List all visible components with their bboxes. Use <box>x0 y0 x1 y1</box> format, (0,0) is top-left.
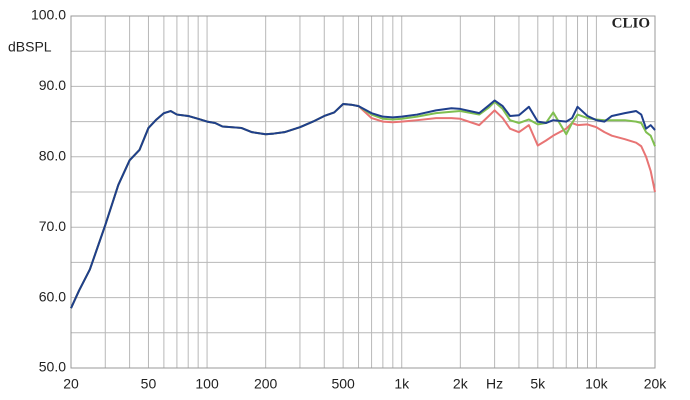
y-tick-label: 60.0 <box>39 288 66 304</box>
x-tick-label: 10k <box>585 376 609 392</box>
x-tick-label: 500 <box>331 376 355 392</box>
annotation: CLIO <box>612 15 650 31</box>
y-tick-label: 50.0 <box>39 359 66 375</box>
x-tick-label: 20 <box>63 376 79 392</box>
y-axis-label: dBSPL <box>8 39 52 55</box>
series-line <box>70 99 656 309</box>
x-tick-label: 5k <box>530 376 546 392</box>
y-tick-label: 70.0 <box>39 218 66 234</box>
y-tick-label: 90.0 <box>39 77 66 93</box>
y-tick-label: 80.0 <box>39 148 66 164</box>
x-tick-label: 200 <box>254 376 278 392</box>
x-tick-label: 50 <box>141 376 157 392</box>
x-tick-label: Hz <box>486 376 503 392</box>
y-tick-label: 100.0 <box>31 7 66 23</box>
x-tick-label: 100 <box>195 376 219 392</box>
x-tick-label: 2k <box>453 376 469 392</box>
x-tick-label: 20k <box>644 376 668 392</box>
x-tick-label: 1k <box>394 376 410 392</box>
